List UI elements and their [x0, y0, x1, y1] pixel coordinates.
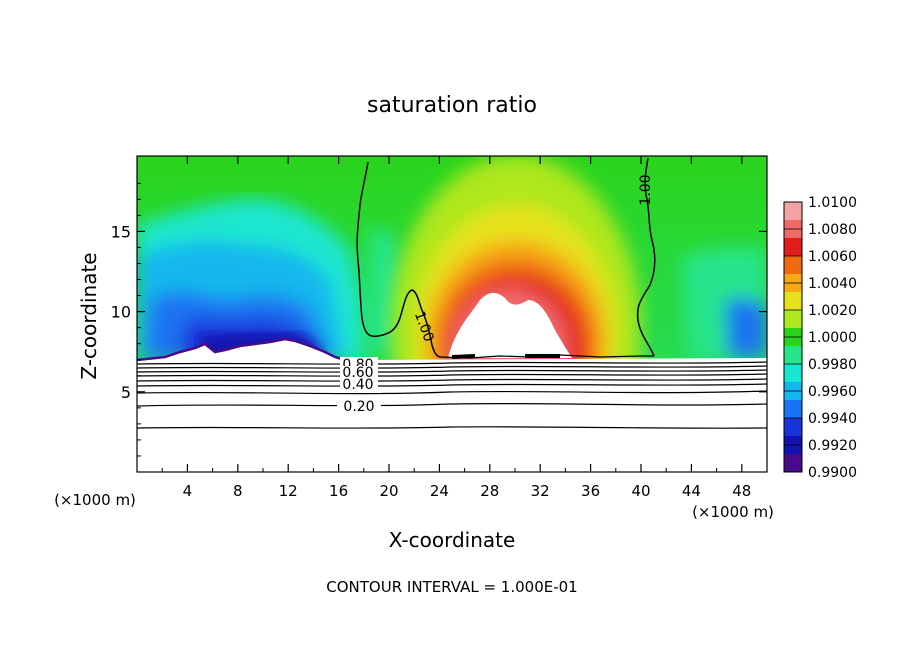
colorbar-label: 0.9920: [808, 438, 857, 454]
contour-line-0-40: [137, 383, 767, 387]
chart-title: saturation ratio: [367, 93, 537, 118]
x-tick-label: 36: [581, 482, 600, 500]
colorbar-swatch: [784, 238, 802, 257]
colorbar-swatch: [784, 418, 802, 437]
colorbar-swatch: [784, 364, 802, 383]
contour-line-0-70: [137, 369, 767, 373]
contour-line-1-00-left: [356, 161, 441, 358]
terrain-edge: [137, 337, 346, 362]
x-tick-label: 8: [233, 482, 243, 500]
colorbar-swatch: [784, 400, 802, 419]
colorbar-swatch: [784, 310, 802, 329]
colorbar-label: 1.0020: [808, 303, 857, 319]
contour-line-0-80: [137, 365, 767, 369]
colorbar-swatch: [784, 346, 802, 365]
y-axis-label: Z-coordinate: [77, 252, 101, 379]
contour-line-0-60: [137, 373, 767, 377]
contour-label-1-00-right: 1.00: [638, 174, 654, 205]
lower-contours: [137, 361, 767, 429]
x-tick-label: 48: [732, 482, 751, 500]
x-axis: 4 8 12 16 20 24 28 32 36 40 44 48: [161, 156, 751, 500]
colorbar-label: 0.9980: [808, 357, 857, 373]
x-tick-label: 28: [480, 482, 499, 500]
colorbar-swatch: [784, 292, 802, 311]
x-tick-label: 44: [682, 482, 701, 500]
y-tick-label: 10: [111, 303, 131, 322]
contour-label-0-40: 0.40: [342, 377, 373, 393]
contour-line-1-00-right: [636, 157, 656, 357]
right-blue-patch: [725, 297, 767, 358]
contour-interval-footer: CONTOUR INTERVAL = 1.000E-01: [326, 578, 577, 596]
colorbar-swatch: [784, 454, 802, 473]
x-tick-label: 4: [183, 482, 193, 500]
colorbar-label: 1.0000: [808, 330, 857, 346]
x-tick-label: 16: [329, 482, 348, 500]
x-tick-label: 12: [279, 482, 298, 500]
contour-dark-segment-1: [451, 354, 476, 359]
plot-area: [137, 156, 767, 472]
x-tick-label: 32: [531, 482, 550, 500]
contour-line-0-90: [137, 361, 767, 365]
x-tick-label: 40: [631, 482, 650, 500]
contour-line-0-20: [137, 402, 767, 407]
x-tick-label: 20: [379, 482, 398, 500]
contour-line-0-30: [137, 390, 767, 395]
colorbar-label: 0.9940: [808, 411, 857, 427]
colorbar-label: 1.0080: [808, 222, 857, 238]
x-tick-label: 24: [430, 482, 449, 500]
x-unit-right: (×1000 m): [692, 503, 774, 521]
y-tick-label: 15: [111, 222, 131, 241]
y-tick-label: 5: [121, 383, 131, 402]
colorbar-swatch: [784, 202, 802, 221]
colorbar-label: 0.9900: [808, 465, 857, 481]
colorbar-label: 1.0060: [808, 249, 857, 265]
colorbar-label: 0.9960: [808, 384, 857, 400]
colorbar-label: 1.0100: [808, 195, 857, 211]
colorbar-label: 1.0040: [808, 276, 857, 292]
colorbar: 1.0100 1.0080 1.0060 1.0040 1.0020 1.0000 0.99…: [783, 195, 857, 481]
contour-line-0-10: [137, 426, 767, 429]
colorbar-swatch: [784, 256, 802, 275]
contour-line-0-50: [137, 378, 767, 382]
x-unit-left: (×1000 m): [54, 491, 136, 509]
x-axis-label: X-coordinate: [389, 528, 516, 552]
y-axis: 5 10 15: [111, 182, 767, 457]
contour-label-0-20: 0.20: [343, 399, 374, 415]
plot-frame: [136, 155, 768, 473]
dome-saturated-region: [448, 292, 572, 358]
